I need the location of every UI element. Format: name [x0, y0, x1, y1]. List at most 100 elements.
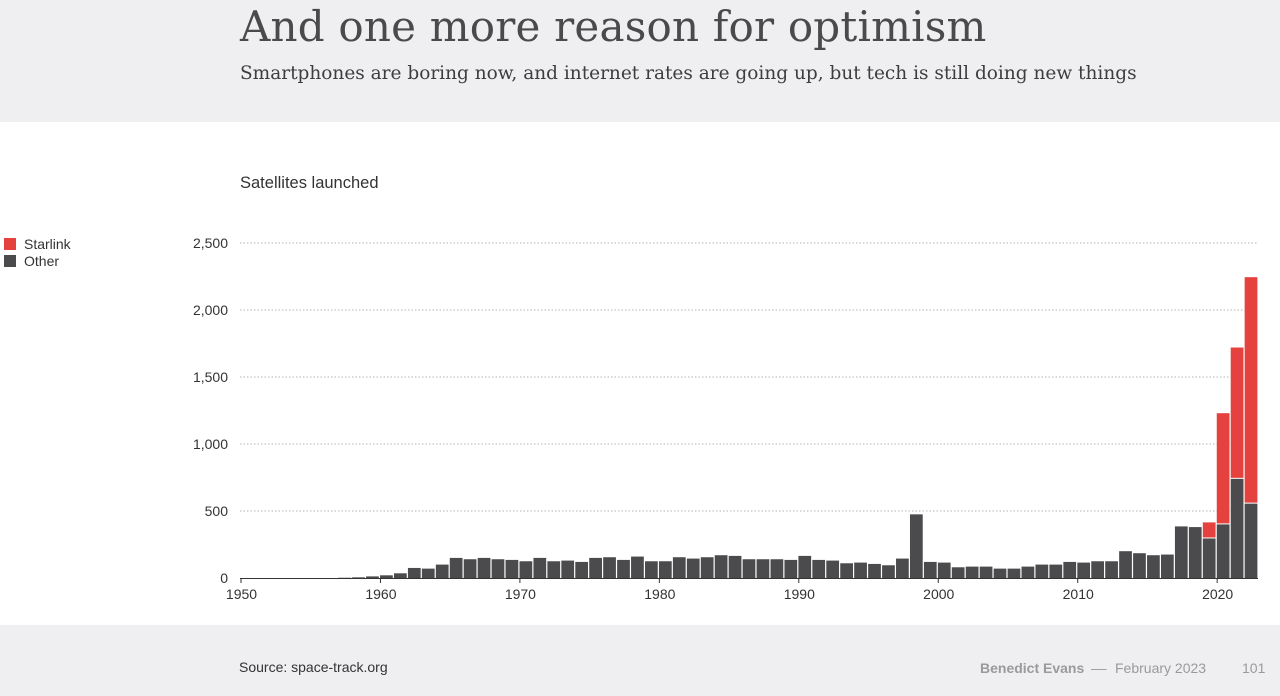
- bar-other-2022: [1244, 503, 1258, 578]
- legend-label-starlink: Starlink: [24, 235, 71, 252]
- bar-other-1968: [491, 559, 505, 578]
- x-tick-label: 2000: [923, 586, 954, 602]
- bar-other-1970: [519, 561, 533, 578]
- bar-other-1993: [840, 563, 853, 578]
- bar-other-1986: [742, 559, 756, 578]
- x-tick-label: 1990: [784, 586, 815, 602]
- bar-other-2011: [1091, 561, 1105, 578]
- y-tick-label: 1,500: [193, 369, 228, 385]
- y-tick-label: 2,500: [193, 235, 228, 251]
- page-subtitle: Smartphones are boring now, and internet…: [240, 63, 1137, 84]
- y-axis: 0 500 1,000 1,500 2,000 2,500: [193, 235, 228, 586]
- bar-other-1972: [547, 561, 561, 578]
- bar-other-2008: [1049, 564, 1063, 578]
- bar-other-1989: [784, 559, 798, 578]
- x-tick-label: 1970: [505, 586, 536, 602]
- bar-other-2021: [1230, 478, 1244, 578]
- legend-item-other: Other: [4, 252, 71, 269]
- bar-other-1971: [533, 557, 547, 578]
- header-band: And one more reason for optimism Smartph…: [0, 0, 1280, 122]
- bar-other-1967: [477, 557, 491, 578]
- chart-gridlines: [240, 242, 1258, 512]
- bar-starlink-2022: [1244, 277, 1258, 503]
- x-tick-label: 1960: [365, 586, 396, 602]
- footer-separator: ––: [1091, 660, 1107, 676]
- bar-other-1959: [366, 576, 379, 578]
- bar-other-1992: [826, 560, 840, 578]
- chart-legend: Starlink Other: [4, 235, 71, 269]
- x-tick-label: 1980: [644, 586, 675, 602]
- bar-other-1978: [631, 556, 644, 578]
- footer-date: February 2023: [1115, 660, 1207, 676]
- legend-swatch-other: [4, 254, 16, 267]
- bar-other-1994: [854, 562, 867, 578]
- bar-starlink-2019: [1202, 522, 1216, 538]
- bar-other-2000: [937, 562, 951, 578]
- bar-other-1996: [882, 565, 895, 578]
- bar-other-2020: [1216, 524, 1230, 578]
- legend-item-starlink: Starlink: [4, 235, 71, 252]
- bar-chart: Satellites launched 0 500 1,000 1,500 2,000 2…: [193, 174, 1258, 602]
- bar-other-1966: [463, 559, 477, 578]
- bar-other-1958: [352, 577, 365, 578]
- legend-label-other: Other: [24, 252, 60, 269]
- bar-other-1976: [603, 557, 616, 578]
- bar-other-1969: [505, 559, 519, 578]
- y-tick-label: 2,000: [193, 302, 228, 318]
- bar-other-1990: [798, 555, 812, 578]
- bar-other-2017: [1174, 526, 1188, 578]
- bar-other-2014: [1133, 553, 1146, 578]
- bar-other-1964: [435, 564, 449, 578]
- bar-other-1985: [728, 555, 742, 578]
- bar-other-2001: [951, 567, 965, 578]
- bar-other-2010: [1077, 562, 1091, 578]
- bar-other-1991: [812, 559, 826, 578]
- x-tick-label: 2010: [1063, 586, 1094, 602]
- bar-other-2016: [1160, 554, 1174, 578]
- bar-other-2019: [1202, 538, 1216, 578]
- bar-other-1975: [589, 557, 602, 578]
- bar-other-2002: [965, 566, 979, 578]
- legend-swatch-starlink: [4, 237, 16, 250]
- author-name: Benedict Evans: [980, 660, 1085, 676]
- bar-other-1960: [380, 575, 393, 578]
- bar-other-2004: [993, 568, 1007, 578]
- y-tick-label: 1,000: [193, 436, 228, 452]
- page-number: 101: [1242, 660, 1266, 676]
- bar-other-2007: [1035, 564, 1049, 578]
- bar-other-2013: [1119, 551, 1132, 578]
- bar-other-1974: [575, 561, 589, 578]
- bar-other-1973: [561, 560, 575, 578]
- bar-other-1977: [617, 559, 630, 578]
- bar-starlink-2021: [1230, 347, 1244, 478]
- x-axis: 1950 1960 1970 1980 1990 2000 2010 2020: [226, 578, 1258, 602]
- bar-other-1984: [714, 555, 728, 578]
- bar-other-1981: [672, 557, 686, 578]
- bar-other-1980: [658, 561, 672, 578]
- bar-other-1995: [868, 563, 881, 578]
- bar-other-1982: [686, 558, 700, 578]
- bar-other-2018: [1188, 527, 1202, 578]
- y-tick-label: 500: [205, 503, 229, 519]
- bar-starlink-2020: [1216, 413, 1230, 524]
- x-tick-label: 2020: [1202, 586, 1233, 602]
- bar-other-1963: [421, 568, 435, 578]
- bar-other-2015: [1147, 555, 1160, 578]
- bar-other-2009: [1063, 561, 1077, 578]
- bar-other-1998: [909, 514, 923, 578]
- footer-band: Source: space-track.org Benedict Evans –…: [0, 625, 1280, 696]
- bar-other-2005: [1007, 568, 1021, 578]
- bar-other-1965: [449, 557, 463, 578]
- bar-other-1999: [923, 561, 937, 578]
- bar-other-1983: [700, 557, 714, 578]
- bar-other-1961: [393, 573, 407, 578]
- chart-bars: [338, 277, 1258, 578]
- source-note: Source: space-track.org: [239, 659, 388, 675]
- y-tick-label: 0: [220, 570, 228, 586]
- x-tick-label: 1950: [226, 586, 257, 602]
- bar-other-1988: [770, 559, 784, 578]
- bar-other-2003: [979, 566, 993, 578]
- page-title: And one more reason for optimism: [240, 2, 987, 51]
- bar-other-1979: [645, 561, 658, 578]
- bar-other-2012: [1105, 561, 1118, 578]
